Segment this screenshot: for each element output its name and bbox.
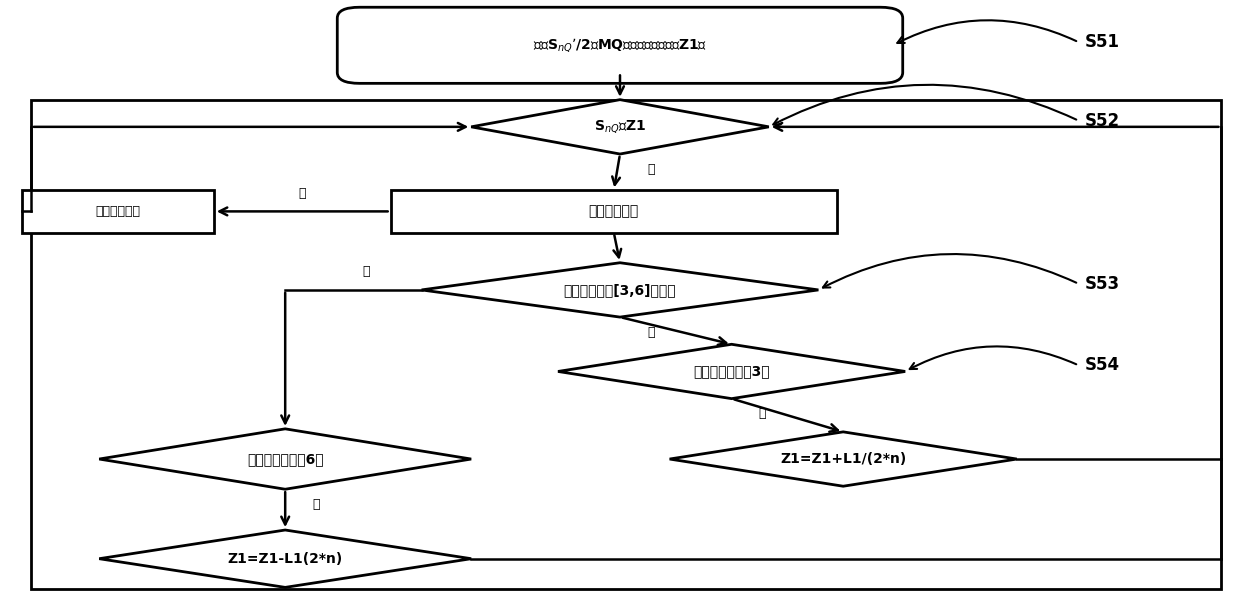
Polygon shape (471, 100, 769, 154)
Text: 是: 是 (647, 162, 655, 176)
Text: 控制点个数低于3个: 控制点个数低于3个 (693, 364, 770, 379)
Text: S53: S53 (1085, 275, 1120, 293)
Text: 记录控制点；: 记录控制点； (589, 204, 639, 219)
Text: 控制点个数高于6个: 控制点个数高于6个 (247, 452, 324, 466)
Bar (391, 190, 837, 233)
Text: 记录控制点；: 记录控制点； (95, 205, 140, 218)
Text: S$_{nQ}$＞Z1: S$_{nQ}$＞Z1 (594, 118, 646, 135)
Text: 是: 是 (312, 498, 320, 511)
Bar (22, 190, 213, 233)
Polygon shape (99, 530, 471, 587)
Text: 定义S$_{nQ}$’/2为MQ段的当前活动阀値Z1；: 定义S$_{nQ}$’/2为MQ段的当前活动阀値Z1； (533, 36, 707, 54)
Text: Z1=Z1-L1(2*n): Z1=Z1-L1(2*n) (228, 551, 342, 566)
Polygon shape (99, 429, 471, 489)
Text: 否: 否 (362, 265, 370, 278)
FancyBboxPatch shape (337, 7, 903, 83)
Polygon shape (670, 432, 1017, 486)
Text: S54: S54 (1085, 356, 1120, 374)
Text: 是: 是 (759, 407, 766, 420)
Text: S52: S52 (1085, 112, 1120, 130)
Text: S51: S51 (1085, 33, 1120, 51)
Bar (31, 100, 1221, 589)
Polygon shape (558, 344, 905, 399)
Polygon shape (422, 263, 818, 317)
Text: 是: 是 (299, 187, 306, 200)
Text: 否: 否 (647, 326, 655, 339)
Text: 控制点个数在[3,6]个区间: 控制点个数在[3,6]个区间 (564, 283, 676, 297)
Text: Z1=Z1+L1/(2*n): Z1=Z1+L1/(2*n) (780, 452, 906, 466)
